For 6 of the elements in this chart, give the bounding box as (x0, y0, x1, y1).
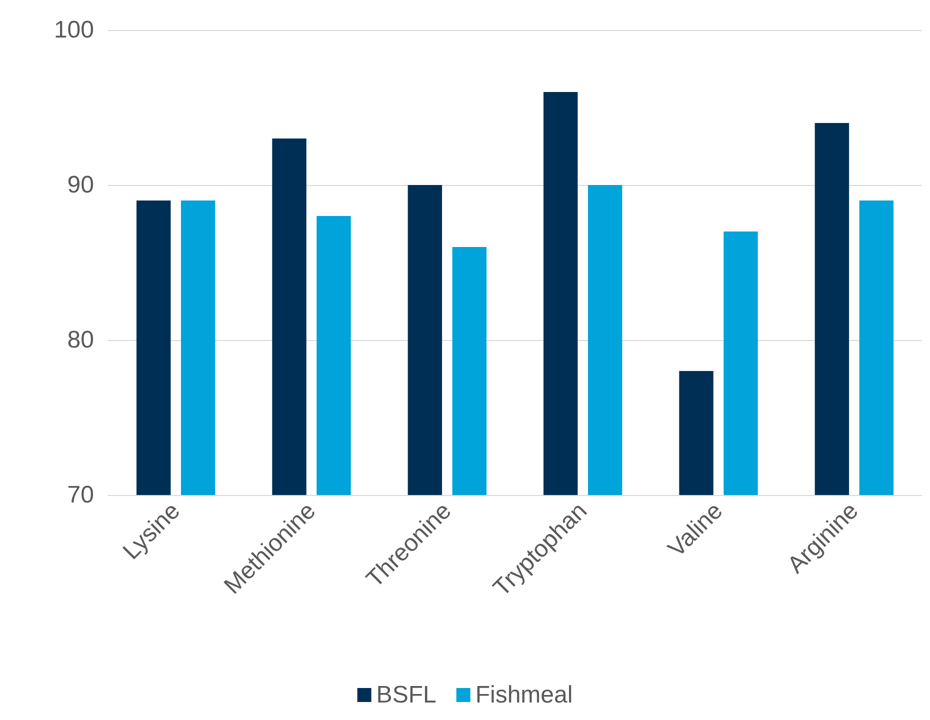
legend-label: Fishmeal (475, 682, 573, 708)
legend-label: BSFL (376, 682, 436, 708)
y-tick-label: 80 (67, 326, 94, 354)
y-tick-label: 90 (67, 172, 94, 198)
y-tick-label: 70 (67, 482, 94, 508)
y-tick-label: 100 (54, 16, 94, 44)
